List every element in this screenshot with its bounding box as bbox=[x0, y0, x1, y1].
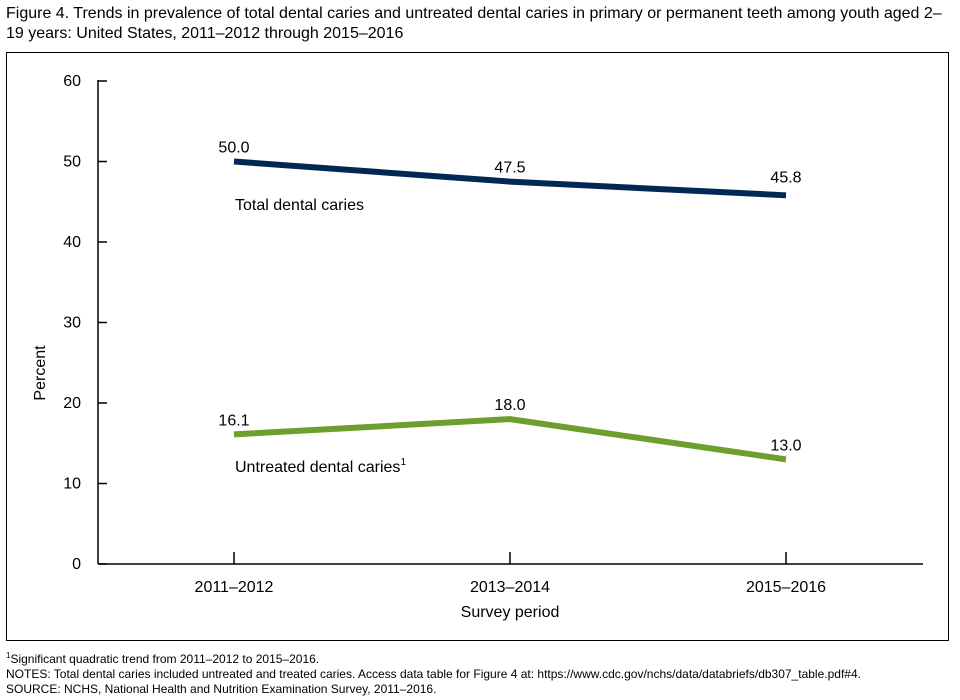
footnote-marker: 1 bbox=[6, 651, 11, 660]
chart-labels: 50.0 47.5 45.8 16.1 18.0 13.0 Total dental car… bbox=[218, 140, 801, 477]
chart-axes: 0 10 20 30 40 50 60 2011–2012 2013–2014 2015–2016… bbox=[32, 73, 923, 621]
source-line: SOURCE: NCHS, National Health and Nutrit… bbox=[6, 682, 437, 696]
data-label: 50.0 bbox=[218, 140, 249, 157]
footnote-text: Significant quadratic trend from 2011–20… bbox=[10, 652, 320, 666]
y-tick-label: 60 bbox=[63, 73, 81, 90]
x-tick-label: 2011–2012 bbox=[195, 579, 274, 596]
data-label: 16.1 bbox=[218, 412, 249, 429]
series-label-footnote-marker: 1 bbox=[400, 457, 406, 468]
data-label: 47.5 bbox=[494, 160, 525, 177]
y-tick-label: 10 bbox=[63, 476, 81, 493]
figure-notes: 1Significant quadratic trend from 2011–2… bbox=[6, 652, 956, 697]
series-label-untreated-text: Untreated dental caries bbox=[235, 459, 400, 476]
series-line-2 bbox=[233, 416, 787, 463]
footnote: 1Significant quadratic trend from 2011–2… bbox=[6, 652, 956, 667]
y-tick-label: 50 bbox=[63, 154, 81, 171]
chart-lines bbox=[233, 158, 787, 463]
notes-line: NOTES: Total dental caries included untr… bbox=[6, 667, 861, 681]
x-tick-label: 2015–2016 bbox=[746, 579, 826, 596]
figure-title: Figure 4. Trends in prevalence of total … bbox=[6, 5, 942, 42]
chart-frame: 0 10 20 30 40 50 60 2011–2012 2013–2014 2015–2016… bbox=[6, 52, 949, 641]
data-label: 18.0 bbox=[494, 397, 525, 414]
series-label-total: Total dental caries bbox=[235, 197, 364, 214]
data-label: 45.8 bbox=[770, 169, 801, 186]
x-axis-title: Survey period bbox=[461, 604, 560, 621]
x-tick-label: 2013–2014 bbox=[470, 579, 550, 596]
y-axis-title: Percent bbox=[32, 345, 49, 401]
data-label: 13.0 bbox=[770, 437, 801, 454]
y-tick-label: 40 bbox=[63, 234, 81, 251]
y-tick-label: 0 bbox=[72, 556, 81, 573]
series-line-1 bbox=[233, 158, 787, 199]
series-label-untreated: Untreated dental caries1 bbox=[235, 457, 406, 476]
y-tick-label: 20 bbox=[63, 395, 81, 412]
y-tick-label: 30 bbox=[63, 315, 81, 332]
line-chart: 0 10 20 30 40 50 60 2011–2012 2013–2014 2015–2016… bbox=[32, 73, 923, 621]
